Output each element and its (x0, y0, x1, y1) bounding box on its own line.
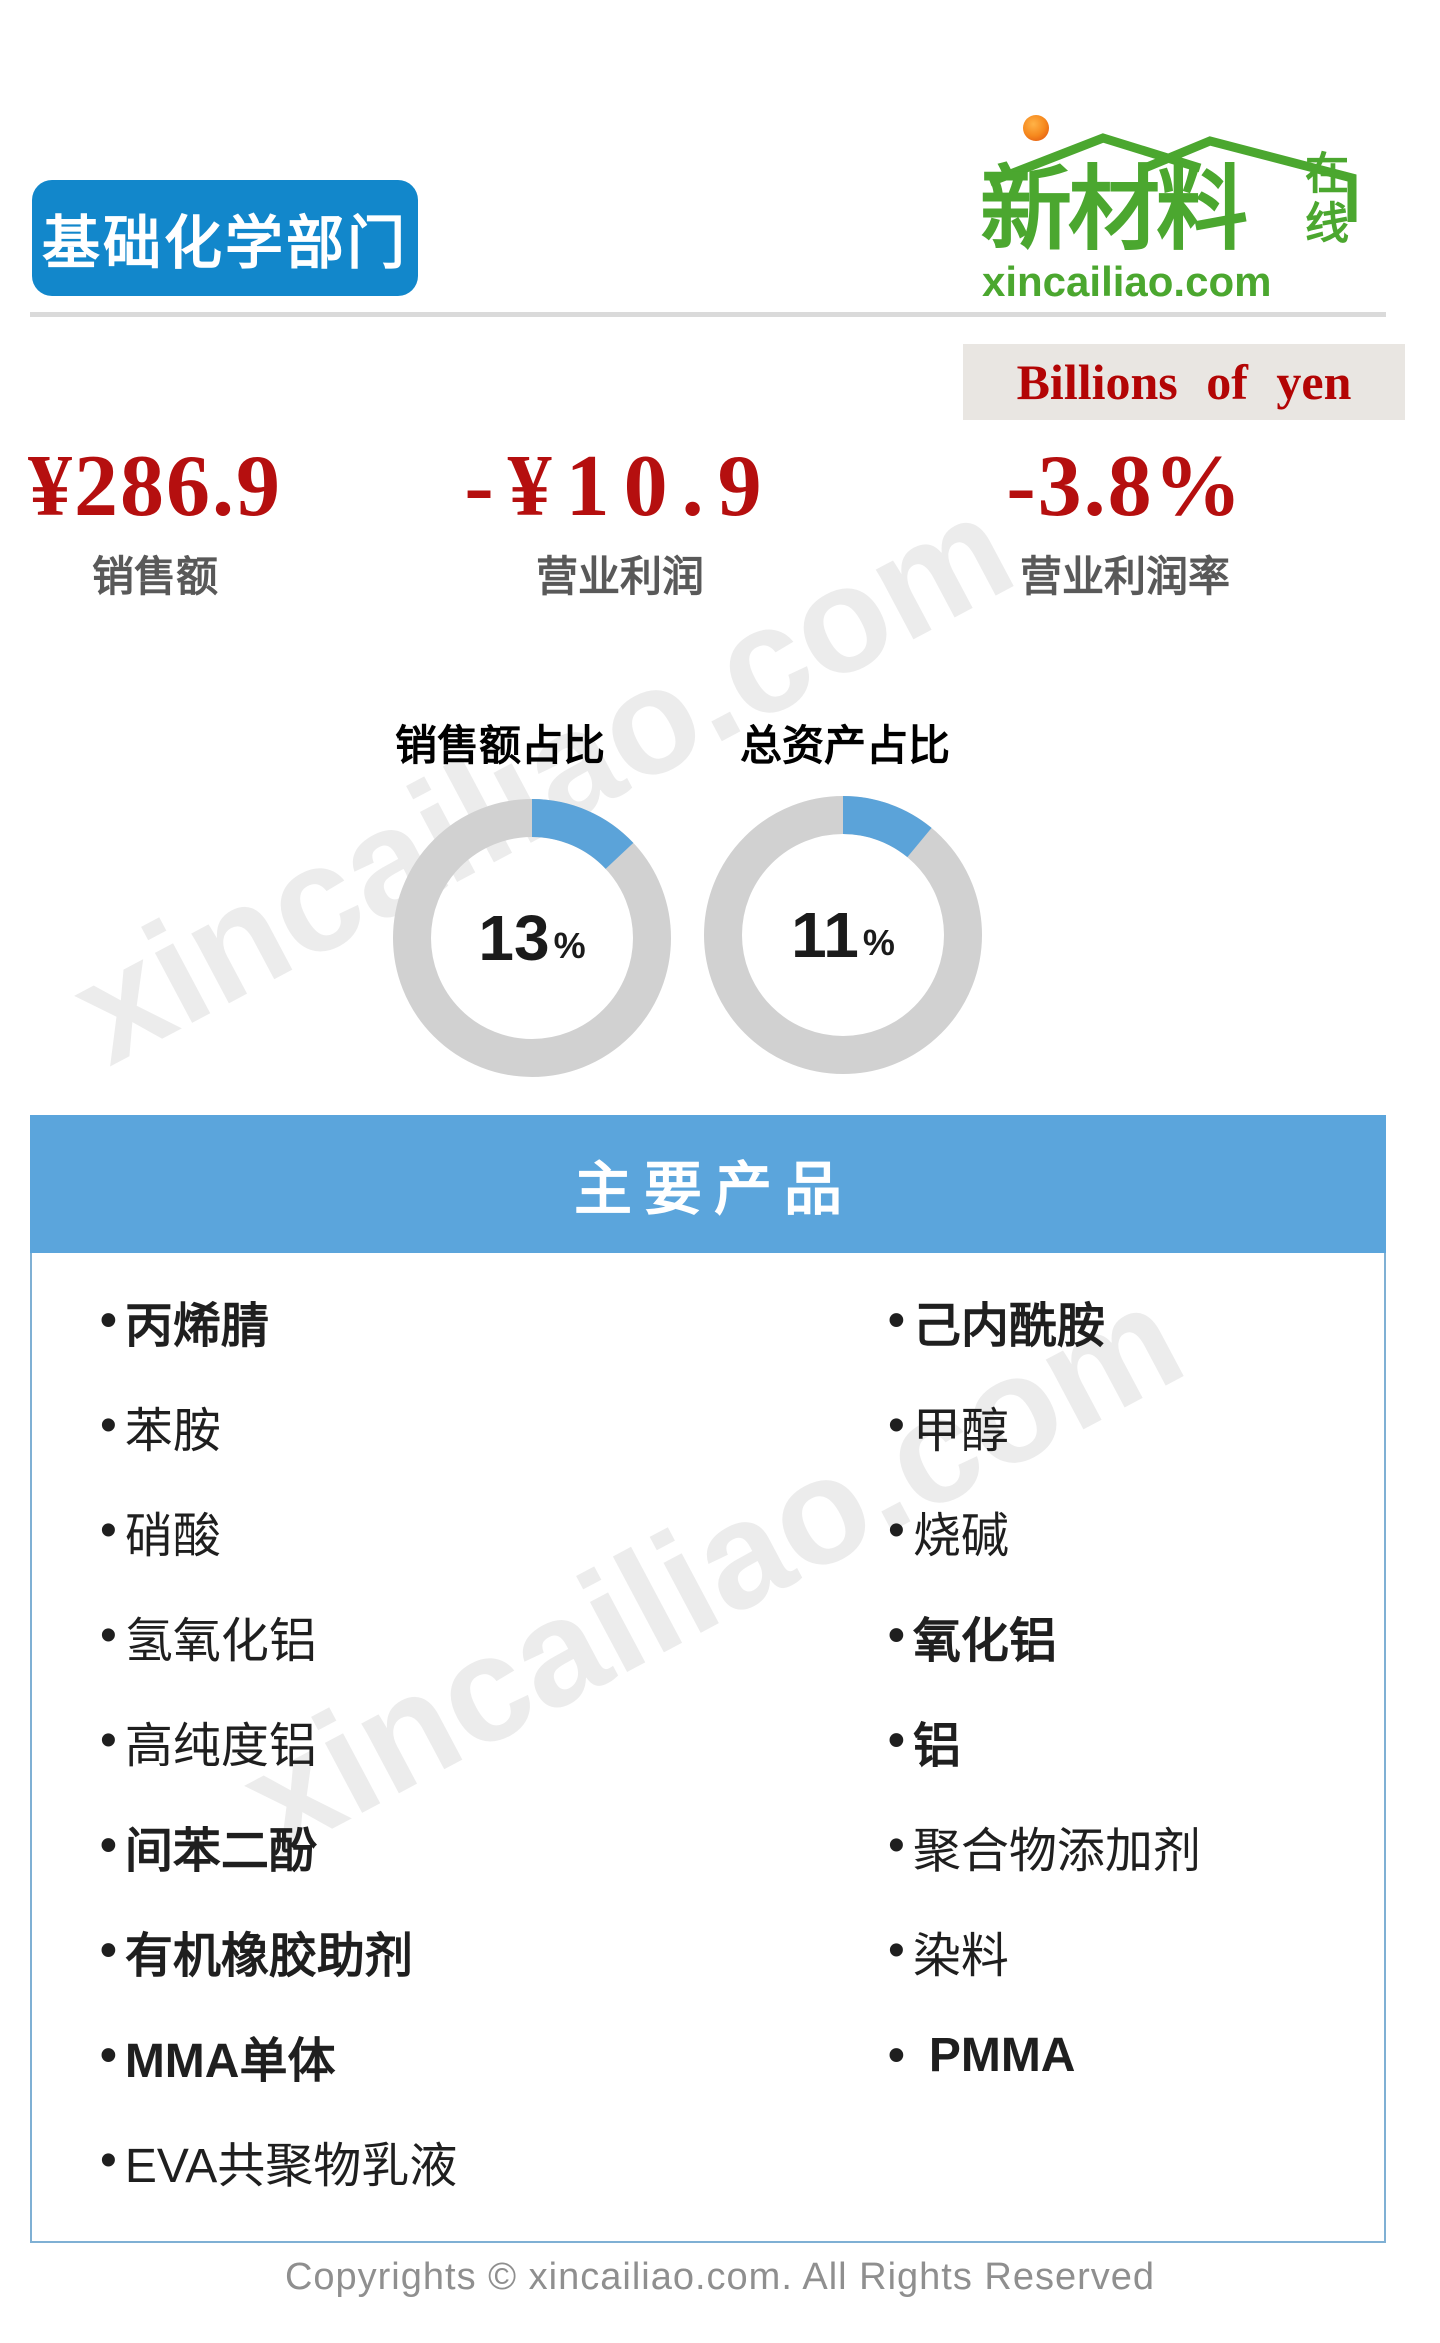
product-label: 硝酸 (124, 1509, 221, 1563)
bullet-icon: • (100, 1504, 117, 1557)
product-list-left: • 丙烯腈 • 苯胺 • 硝酸 • 氢氧化铝 • 高纯度铝 • 间苯二酚 • 有机橡胶助剂 •… (100, 1268, 457, 2213)
bullet-icon: • (888, 1399, 905, 1452)
header-divider (30, 312, 1386, 317)
product-item: • MMA单体 (100, 2003, 457, 2108)
unit-badge-label: Billions of yen (1016, 354, 1352, 410)
donut-percent-sign: % (862, 922, 895, 963)
product-label: 丙烯腈 (124, 1299, 269, 1353)
product-label: 甲醇 (912, 1404, 1009, 1458)
stat-operating-profit-value: -¥10.9 (464, 438, 776, 535)
products-header-title: 主要产品 (573, 1157, 854, 1222)
donut-segment (393, 799, 671, 1077)
product-item: • PMMA (888, 2003, 1201, 2108)
bullet-icon: • (100, 2134, 117, 2187)
product-label: 高纯度铝 (124, 1719, 317, 1773)
product-item: • 铝 (888, 1688, 1201, 1793)
bullet-icon: • (100, 1609, 117, 1662)
bullet-icon: • (888, 1714, 905, 1767)
donut-center-value: 13 % (392, 798, 672, 1078)
donut-percent-sign: % (553, 925, 586, 966)
product-item: • 高纯度铝 (100, 1688, 457, 1793)
bullet-icon: • (888, 1819, 905, 1872)
stat-operating-profit: -¥10.9 营业利润 (420, 438, 820, 604)
product-label: 氧化铝 (912, 1614, 1057, 1668)
bullet-icon: • (100, 1819, 117, 1872)
product-label: 有机橡胶助剂 (124, 1929, 413, 1983)
bullet-icon: • (100, 1294, 117, 1347)
product-label: EVA共聚物乳液 (124, 2139, 458, 2193)
product-label: 己内酰胺 (912, 1299, 1105, 1353)
logo-domain-text: xincailiao.com (982, 258, 1272, 305)
bullet-icon: • (888, 1609, 905, 1662)
logo-roof-icon (988, 115, 1357, 222)
product-item: • 聚合物添加剂 (888, 1793, 1201, 1898)
product-item: • 己内酰胺 (888, 1268, 1201, 1373)
bullet-icon: • (100, 2029, 117, 2082)
stat-operating-profit-label: 营业利润 (535, 552, 704, 600)
product-label: 烧碱 (912, 1509, 1009, 1563)
product-item: • EVA共聚物乳液 (100, 2108, 457, 2213)
product-item: • 丙烯腈 (100, 1268, 457, 1373)
products-header-banner: 主要产品 (30, 1115, 1386, 1253)
logo-suffix-text: 在线 (1298, 150, 1347, 250)
product-label: MMA单体 (124, 2034, 336, 2088)
bullet-icon: • (100, 1714, 117, 1767)
donut-percent-number: 11 (791, 899, 859, 971)
stat-operating-margin-label: 营业利润率 (1019, 552, 1230, 600)
donut-segment (704, 796, 982, 1074)
bullet-icon: • (888, 1924, 905, 1977)
product-item: • 氧化铝 (888, 1583, 1201, 1688)
product-item: • 甲醇 (888, 1373, 1201, 1478)
product-item: • 硝酸 (100, 1478, 457, 1583)
donut-chart-sales-share: 13 % (392, 798, 672, 1078)
product-item: • 染料 (888, 1898, 1201, 2003)
logo-brand-text: 新材料 (980, 159, 1248, 261)
product-list-right: • 己内酰胺 • 甲醇 • 烧碱 • 氧化铝 • 铝 • 聚合物添加剂 • 染料 • PMMA (888, 1268, 1201, 2108)
bullet-icon: • (888, 2029, 905, 2082)
product-label: PMMA (928, 2029, 1076, 2082)
unit-badge: Billions of yen (963, 344, 1405, 420)
donut-sales-share-title: 销售额占比 (394, 722, 605, 769)
product-label: 苯胺 (124, 1404, 221, 1458)
section-title-box: 基础化学部门 (32, 180, 418, 296)
bullet-icon: • (100, 1399, 117, 1452)
product-item: • 烧碱 (888, 1478, 1201, 1583)
stat-sales-value: ¥286.9 (28, 438, 282, 535)
product-item: • 苯胺 (100, 1373, 457, 1478)
product-item: • 氢氧化铝 (100, 1583, 457, 1688)
products-box (30, 1253, 1386, 2243)
product-item: • 有机橡胶助剂 (100, 1898, 457, 2003)
donut-assets-share-title: 总资产占比 (739, 722, 950, 769)
product-label: 聚合物添加剂 (912, 1824, 1201, 1878)
product-label: 间苯二酚 (124, 1824, 317, 1878)
donut-center-value: 11 % (703, 795, 983, 1075)
product-label: 染料 (912, 1929, 1009, 1983)
stat-operating-margin: -3.8% 营业利润率 (930, 438, 1320, 604)
product-label: 铝 (912, 1719, 961, 1773)
bullet-icon: • (888, 1504, 905, 1557)
stat-sales: ¥286.9 销售额 (10, 438, 300, 604)
stat-sales-label: 销售额 (91, 552, 218, 600)
product-label: 氢氧化铝 (124, 1614, 317, 1668)
donut-svg (393, 799, 671, 1077)
footer-copyright: Copyrights © xincailiao.com. All Rights … (284, 2256, 1156, 2298)
stat-operating-margin-value: -3.8% (1006, 438, 1244, 535)
section-title: 基础化学部门 (41, 211, 408, 276)
sun-icon (1023, 115, 1049, 141)
product-item: • 间苯二酚 (100, 1793, 457, 1898)
donut-svg (704, 796, 982, 1074)
bullet-icon: • (100, 1924, 117, 1977)
donut-chart-assets-share: 11 % (703, 795, 983, 1075)
donut-percent-number: 13 (478, 902, 550, 974)
bullet-icon: • (888, 1294, 905, 1347)
